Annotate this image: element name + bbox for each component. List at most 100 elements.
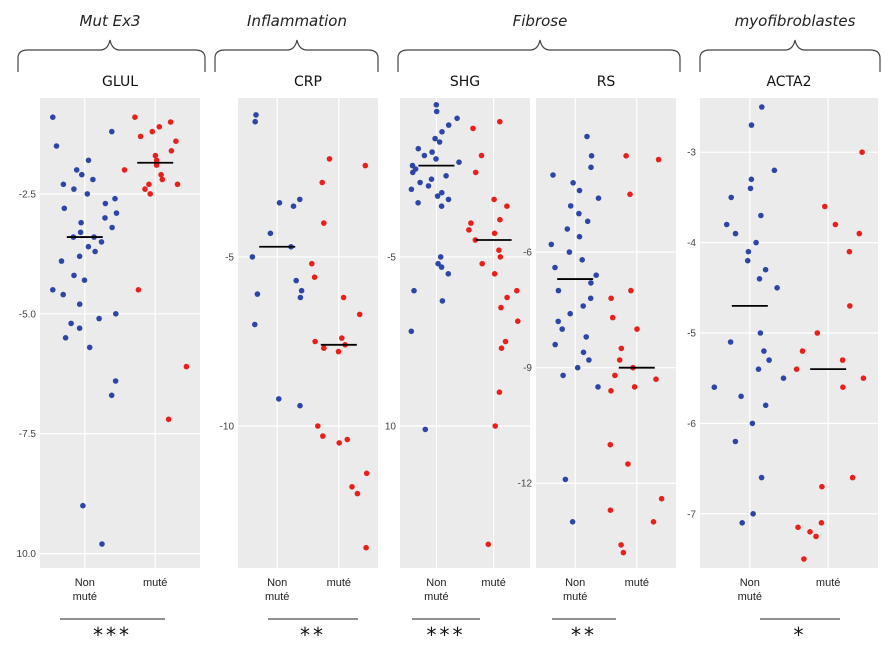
data-point (631, 384, 638, 390)
data-point (290, 203, 297, 209)
y-tick-label: -6 (523, 248, 532, 259)
data-point (73, 167, 80, 173)
data-point (61, 205, 68, 212)
data-point (267, 230, 274, 237)
data-point (492, 423, 499, 429)
data-point (479, 260, 486, 267)
data-point (466, 227, 472, 233)
brace-myofibroblastes (699, 39, 881, 72)
data-point (567, 310, 573, 317)
data-point (356, 311, 363, 318)
data-point (634, 326, 640, 332)
data-point (504, 203, 510, 209)
data-point (780, 375, 787, 382)
data-point (739, 520, 745, 526)
data-point (76, 253, 83, 260)
data-point (618, 542, 624, 548)
data-point (761, 348, 767, 354)
significance-stars: *** (93, 623, 132, 646)
y-tick-label: -6 (687, 419, 696, 430)
data-point (579, 257, 585, 263)
data-point (849, 474, 856, 481)
data-point (99, 541, 105, 547)
data-point (555, 287, 562, 294)
data-point (564, 226, 571, 232)
data-point (50, 114, 56, 120)
data-point (98, 239, 105, 245)
data-point (315, 423, 321, 429)
data-point (498, 345, 505, 352)
data-point (595, 384, 601, 390)
panel-title: ACTA2 (766, 74, 811, 90)
data-point (593, 272, 599, 279)
brace-fibrose (397, 39, 681, 72)
data-point (445, 196, 452, 203)
data-point (732, 438, 739, 445)
data-point (363, 470, 370, 477)
data-point (576, 187, 583, 194)
data-point (428, 176, 435, 182)
data-point (425, 183, 432, 189)
data-point (711, 384, 718, 391)
data-point (616, 357, 623, 363)
data-point (584, 218, 591, 225)
data-point (85, 243, 92, 250)
data-point (819, 483, 825, 490)
data-point (607, 507, 614, 513)
data-point (159, 176, 166, 183)
y-tick-label: -5.0 (19, 309, 37, 320)
data-point (472, 237, 479, 243)
data-point (627, 191, 633, 198)
data-point (146, 181, 152, 188)
panel-background (40, 98, 200, 568)
panel-title: SHG (450, 74, 480, 90)
data-point (747, 185, 754, 192)
data-point (497, 118, 503, 125)
data-point (79, 171, 85, 178)
data-point (456, 159, 462, 165)
x-category-label: Non muté (424, 577, 448, 603)
y-tick-label: 10 (385, 421, 397, 432)
data-point (339, 335, 345, 341)
data-point (435, 260, 441, 267)
data-point (62, 335, 69, 341)
data-point (153, 157, 160, 164)
data-point (588, 153, 595, 159)
data-point (560, 372, 566, 379)
group-title-myofibroblastes: myofibroblastes (735, 12, 856, 30)
data-point (859, 149, 865, 155)
data-point (832, 221, 839, 228)
data-point (608, 388, 614, 394)
data-point (728, 194, 734, 201)
x-category-label: muté (327, 577, 351, 589)
data-point (758, 212, 764, 219)
data-point (321, 345, 327, 352)
data-point (860, 375, 867, 382)
data-point (76, 301, 83, 308)
data-point (584, 133, 590, 140)
y-tick-label: -5 (225, 252, 234, 263)
data-point (738, 393, 744, 400)
data-point (813, 533, 819, 540)
data-point (90, 176, 96, 183)
data-point (433, 156, 439, 162)
data-point (748, 122, 755, 128)
data-point (249, 254, 256, 260)
y-tick-label: -5 (387, 252, 396, 263)
panel-rs: RS -6 -9 -12 Non muté muté ** (518, 74, 676, 646)
data-point (112, 195, 118, 202)
data-point (71, 186, 77, 192)
data-point (587, 295, 594, 302)
x-category-label: Non muté (73, 577, 97, 603)
data-point (496, 389, 503, 396)
data-point (439, 129, 445, 135)
data-point (415, 200, 421, 206)
data-point (818, 520, 825, 526)
data-point (254, 291, 261, 297)
data-point (108, 392, 115, 399)
x-category-label: muté (481, 577, 505, 589)
data-point (496, 247, 502, 253)
data-point (276, 200, 283, 206)
data-point (78, 219, 84, 226)
